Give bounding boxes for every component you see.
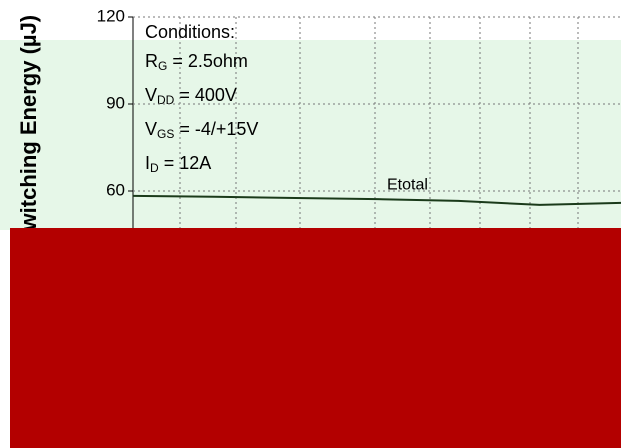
conditions-title: Conditions: xyxy=(145,22,235,42)
y-axis-label: Switching Energy (µJ) xyxy=(16,15,41,245)
condition-part: = 2.5ohm xyxy=(167,51,248,71)
condition-part: V xyxy=(145,119,157,139)
overlay-block xyxy=(10,228,621,448)
condition-part: R xyxy=(145,51,158,71)
series-label: Etotal xyxy=(387,176,428,193)
y-tick-label: 60 xyxy=(106,180,125,199)
vertical-grid xyxy=(179,17,579,230)
condition-line: VDD = 400V xyxy=(145,85,237,107)
plot-background xyxy=(0,40,621,230)
condition-line: ID = 12A xyxy=(145,153,211,175)
condition-part: DD xyxy=(157,93,175,107)
condition-part: G xyxy=(158,59,167,73)
condition-part: = 400V xyxy=(174,85,237,105)
condition-line: VGS = -4/+15V xyxy=(145,119,258,141)
y-tick-label: 120 xyxy=(97,6,125,25)
y-tick-label: 90 xyxy=(106,93,125,112)
condition-part: D xyxy=(150,161,159,175)
condition-part: = 12A xyxy=(159,153,212,173)
condition-part: V xyxy=(145,85,157,105)
condition-part: = -4/+15V xyxy=(174,119,258,139)
condition-part: GS xyxy=(157,127,174,141)
condition-part: I xyxy=(145,153,150,173)
condition-line: RG = 2.5ohm xyxy=(145,51,248,73)
series-line xyxy=(132,194,621,206)
